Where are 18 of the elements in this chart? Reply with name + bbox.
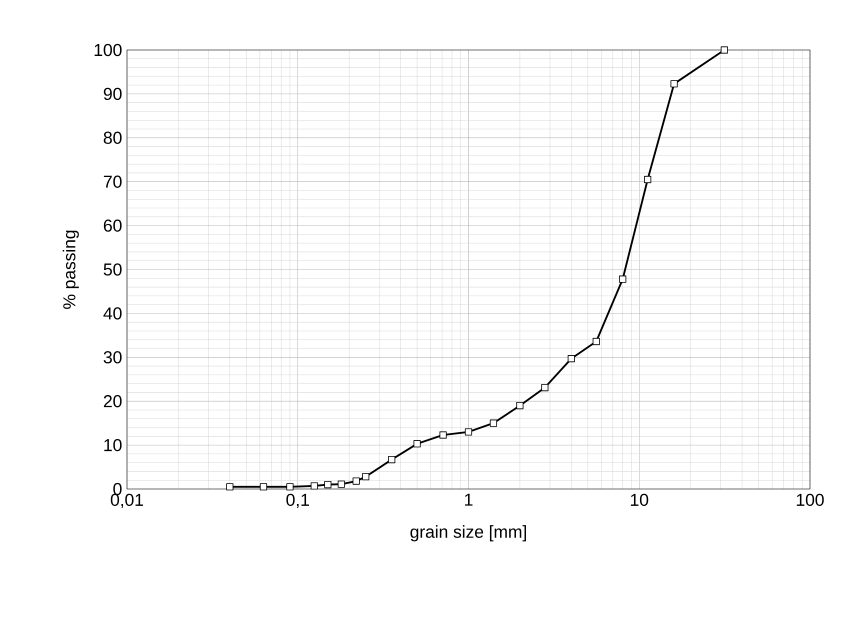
y-tick-label: 30 [104,351,122,364]
y-axis-title: % passing [62,230,79,309]
y-tick-label: 100 [94,44,122,56]
y-tick-label: 0 [113,482,122,496]
y-tick-label: 70 [104,176,122,188]
x-tick-label: 0,1 [286,494,309,508]
y-tick-label: 10 [104,438,122,452]
x-tick-label: 1 [465,494,472,506]
y-tick-label: 80 [104,132,122,144]
x-tick-label: 0,01 [110,494,144,508]
y-tick-label: 50 [104,263,122,276]
y-tick-label: 20 [104,395,122,408]
y-tick-label: 60 [104,219,122,232]
x-tick-label: 100 [796,494,824,506]
x-tick-label: 10 [630,494,648,506]
x-axis-title: grain size [mm] [410,525,526,542]
y-tick-label: 40 [103,307,122,320]
y-tick-label: 90 [104,88,122,100]
